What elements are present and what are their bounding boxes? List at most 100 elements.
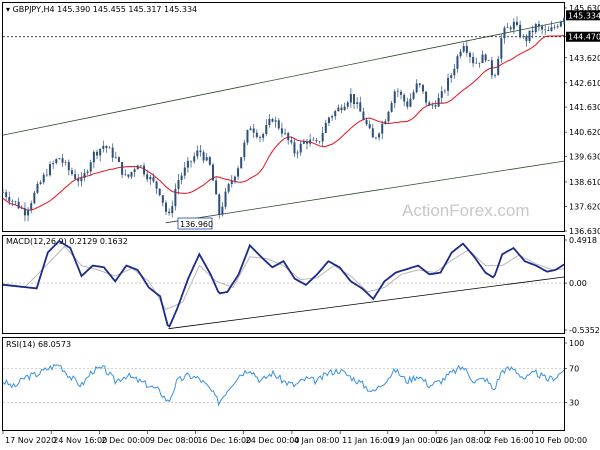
candle-body	[500, 38, 503, 59]
moving-average-line	[2, 34, 565, 211]
rsi-y-axis: 100 70 30	[564, 339, 584, 408]
candle-body	[117, 157, 120, 163]
x-tick-label: 17 Nov 2020	[5, 436, 56, 445]
candle-body	[74, 174, 77, 179]
candle-body	[211, 164, 214, 181]
candle-body	[327, 117, 330, 124]
macd-y-axis: 0.4918 0.00 -0.5352	[564, 236, 600, 335]
price-y-tick-label: 138.610	[569, 178, 600, 187]
rsi-y-tick-label: 70	[569, 365, 579, 374]
candle-body	[164, 202, 167, 212]
candle-body	[83, 172, 86, 178]
watermark-text: ActionForex.com	[402, 201, 530, 220]
candle-body	[240, 157, 243, 169]
candle-body	[450, 75, 453, 78]
candle-body	[224, 191, 227, 207]
candle-body	[277, 120, 280, 129]
rsi-y-tick-label: 100	[569, 339, 584, 348]
candle-body	[193, 156, 196, 162]
candle-body	[158, 188, 161, 196]
candle-body	[230, 180, 233, 184]
candle-body	[343, 106, 346, 111]
candle-body	[258, 137, 261, 138]
candle-body	[415, 83, 418, 93]
candle-body	[494, 75, 497, 76]
candle-body	[124, 174, 127, 176]
candle-body	[456, 56, 459, 69]
candle-body	[64, 162, 67, 163]
candle-body	[528, 30, 531, 41]
candle-body	[519, 24, 522, 37]
candle-body	[143, 165, 146, 175]
x-tick-label: 9 Dec 08:00	[150, 436, 199, 445]
candle-body	[453, 68, 456, 76]
candle-body	[14, 201, 17, 202]
candle-body	[321, 132, 324, 142]
candle-body	[2, 192, 4, 193]
candle-body	[440, 91, 443, 98]
candle-body	[171, 206, 174, 214]
price-y-tick-label: 136.630	[569, 227, 600, 236]
candle-body	[155, 181, 158, 189]
macd-y-tick-label: 0.4918	[569, 236, 597, 245]
x-tick-label: 26 Jan 08:00	[438, 436, 489, 445]
low-price-badge: 136.960	[177, 217, 213, 230]
candle-body	[465, 45, 468, 53]
ma-price-label: 144.470	[568, 33, 600, 42]
candle-body	[418, 83, 421, 85]
candle-body	[296, 152, 299, 154]
candle-body	[127, 174, 130, 177]
candle-body	[544, 29, 547, 31]
price-y-tick-label: 140.620	[569, 128, 600, 137]
rsi-panel: RSI(14) 68.0573 100 70 30	[2, 337, 584, 431]
candle-body	[475, 62, 478, 64]
candle-body	[462, 45, 465, 52]
title-triangle-icon: ▾	[6, 5, 13, 14]
candle-body	[227, 183, 230, 192]
candle-body	[105, 146, 108, 148]
candle-body	[39, 182, 42, 184]
price-title-text: GBPJPY,H4 145.390 145.455 145.317 145.33…	[13, 5, 198, 14]
candle-body	[218, 194, 221, 215]
candle-body	[509, 27, 512, 30]
candle-body	[396, 91, 399, 93]
candle-body	[324, 123, 327, 133]
candle-body	[406, 101, 409, 107]
ma-price-badge: 144.470	[566, 31, 600, 42]
rsi-y-tick-label: 30	[569, 399, 579, 408]
candle-body	[262, 134, 265, 138]
price-y-tick-label: 141.630	[569, 103, 600, 112]
x-tick-label: 4 Jan 08:00	[294, 436, 340, 445]
candle-body	[374, 137, 377, 139]
candle-body	[130, 171, 133, 177]
candle-body	[534, 24, 537, 33]
candle-body	[434, 105, 437, 107]
candle-body	[102, 146, 105, 149]
candle-body	[315, 140, 318, 142]
candle-body	[349, 94, 352, 103]
candle-body	[111, 147, 114, 158]
candle-body	[293, 142, 296, 154]
candle-body	[61, 158, 64, 163]
candle-body	[186, 160, 189, 168]
candle-body	[400, 91, 403, 95]
candle-body	[409, 98, 412, 107]
last-price-label: 145.334	[568, 11, 600, 20]
x-tick-label: 24 Dec 00:00	[246, 436, 300, 445]
x-tick-label: 2 Dec 00:00	[101, 436, 150, 445]
candle-body	[99, 148, 102, 156]
price-panel-title: ▾ GBPJPY,H4 145.390 145.455 145.317 145.…	[6, 5, 197, 14]
candle-body	[487, 60, 490, 61]
candle-body	[541, 26, 544, 30]
x-tick-label: 24 Nov 16:00	[53, 436, 107, 445]
candle-body	[168, 211, 171, 214]
candle-body	[33, 192, 36, 204]
macd-y-tick-label: 0.00	[569, 279, 587, 288]
price-y-tick-label: 139.630	[569, 153, 600, 162]
candle-body	[161, 195, 164, 203]
candle-body	[550, 27, 553, 31]
candle-body	[5, 192, 8, 198]
candle-body	[425, 91, 428, 103]
macd-main-line	[2, 239, 565, 328]
